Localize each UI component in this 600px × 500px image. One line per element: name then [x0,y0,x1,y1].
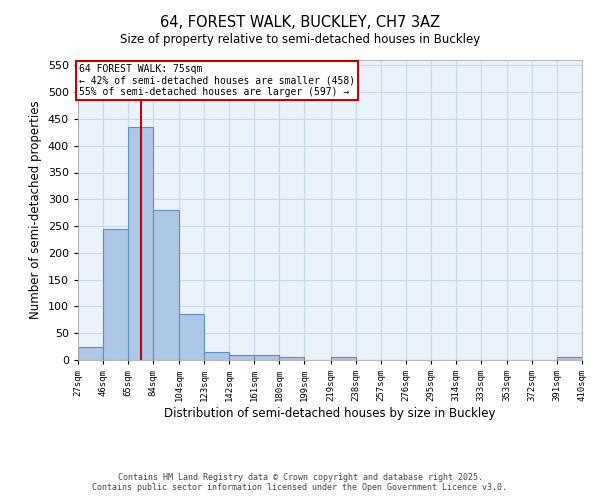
Text: 64, FOREST WALK, BUCKLEY, CH7 3AZ: 64, FOREST WALK, BUCKLEY, CH7 3AZ [160,15,440,30]
Bar [557,358,582,360]
Y-axis label: Number of semi-detached properties: Number of semi-detached properties [29,100,42,320]
Bar [103,229,128,360]
Text: Size of property relative to semi-detached houses in Buckley: Size of property relative to semi-detach… [120,32,480,46]
Bar [78,346,103,360]
Bar [331,358,356,360]
X-axis label: Distribution of semi-detached houses by size in Buckley: Distribution of semi-detached houses by … [164,407,496,420]
Bar [205,352,229,360]
Bar [179,314,205,360]
Bar [229,354,254,360]
Bar [128,127,153,360]
Text: Contains HM Land Registry data © Crown copyright and database right 2025.
Contai: Contains HM Land Registry data © Crown c… [92,473,508,492]
Bar [254,354,280,360]
Bar [280,358,304,360]
Text: 64 FOREST WALK: 75sqm
← 42% of semi-detached houses are smaller (458)
55% of sem: 64 FOREST WALK: 75sqm ← 42% of semi-deta… [79,64,355,97]
Bar [153,210,179,360]
